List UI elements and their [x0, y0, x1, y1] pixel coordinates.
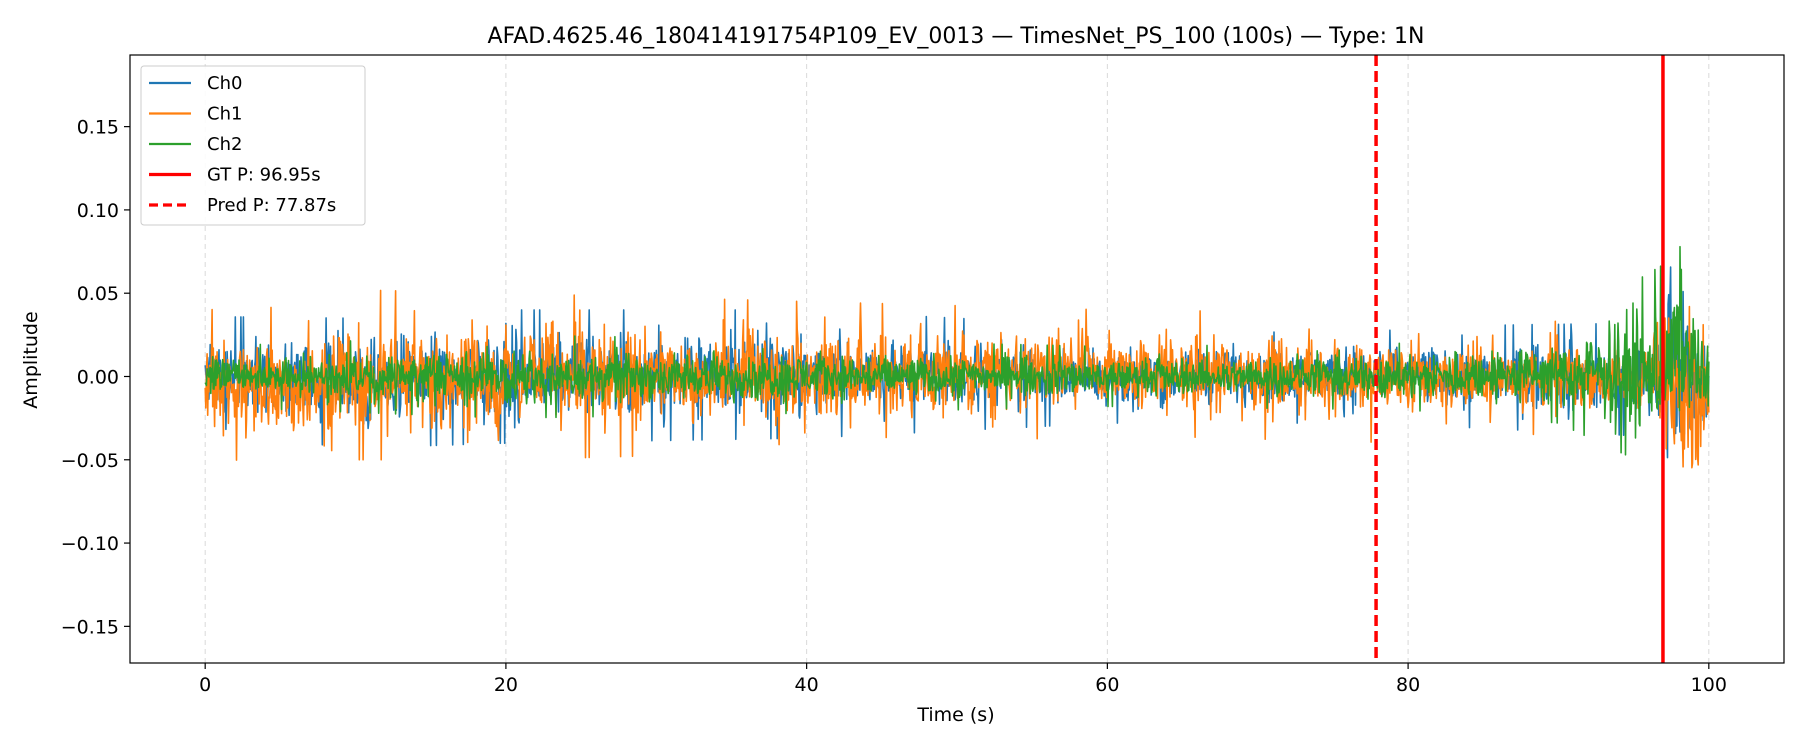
y-tick-label: −0.05 [61, 450, 119, 472]
x-tick-label: 80 [1396, 674, 1420, 696]
y-tick-label: 0.00 [77, 366, 119, 388]
x-axis-ticks: 0 20 40 60 80 100 [199, 663, 1727, 696]
y-axis-label: Amplitude [20, 311, 42, 408]
data-layer [204, 245, 1710, 469]
y-axis-ticks: −0.15 −0.10 −0.05 0.00 0.05 0.10 0.15 [61, 117, 130, 638]
legend-label: Pred P: 77.87s [207, 195, 336, 216]
plot-frame [129, 54, 1785, 664]
legend-label: GT P: 96.95s [207, 165, 321, 186]
legend-box [140, 65, 366, 226]
y-tick-label: 0.05 [77, 283, 119, 305]
legend-label: Ch0 [207, 73, 242, 94]
legend-label: Ch2 [207, 134, 242, 155]
grid-layer [204, 55, 1710, 663]
y-tick-label: 0.10 [77, 200, 119, 222]
marker-layer [1374, 55, 1665, 663]
x-tick-label: 40 [795, 674, 819, 696]
x-tick-label: 100 [1691, 674, 1727, 696]
series-ch2-line [204, 245, 1710, 456]
legend: Ch0 Ch1 Ch2 GT P: 96.95s Pred P: 77.87s [140, 65, 366, 226]
x-tick-label: 20 [494, 674, 518, 696]
legend-label: Ch1 [207, 104, 242, 125]
x-tick-label: 0 [199, 674, 211, 696]
y-tick-label: 0.15 [77, 117, 119, 139]
x-axis-label: Time (s) [916, 704, 994, 726]
y-tick-label: −0.10 [61, 533, 119, 555]
chart-title: AFAD.4625.46_180414191754P109_EV_0013 — … [488, 24, 1425, 49]
y-tick-label: −0.15 [61, 616, 119, 638]
x-tick-label: 60 [1095, 674, 1119, 696]
